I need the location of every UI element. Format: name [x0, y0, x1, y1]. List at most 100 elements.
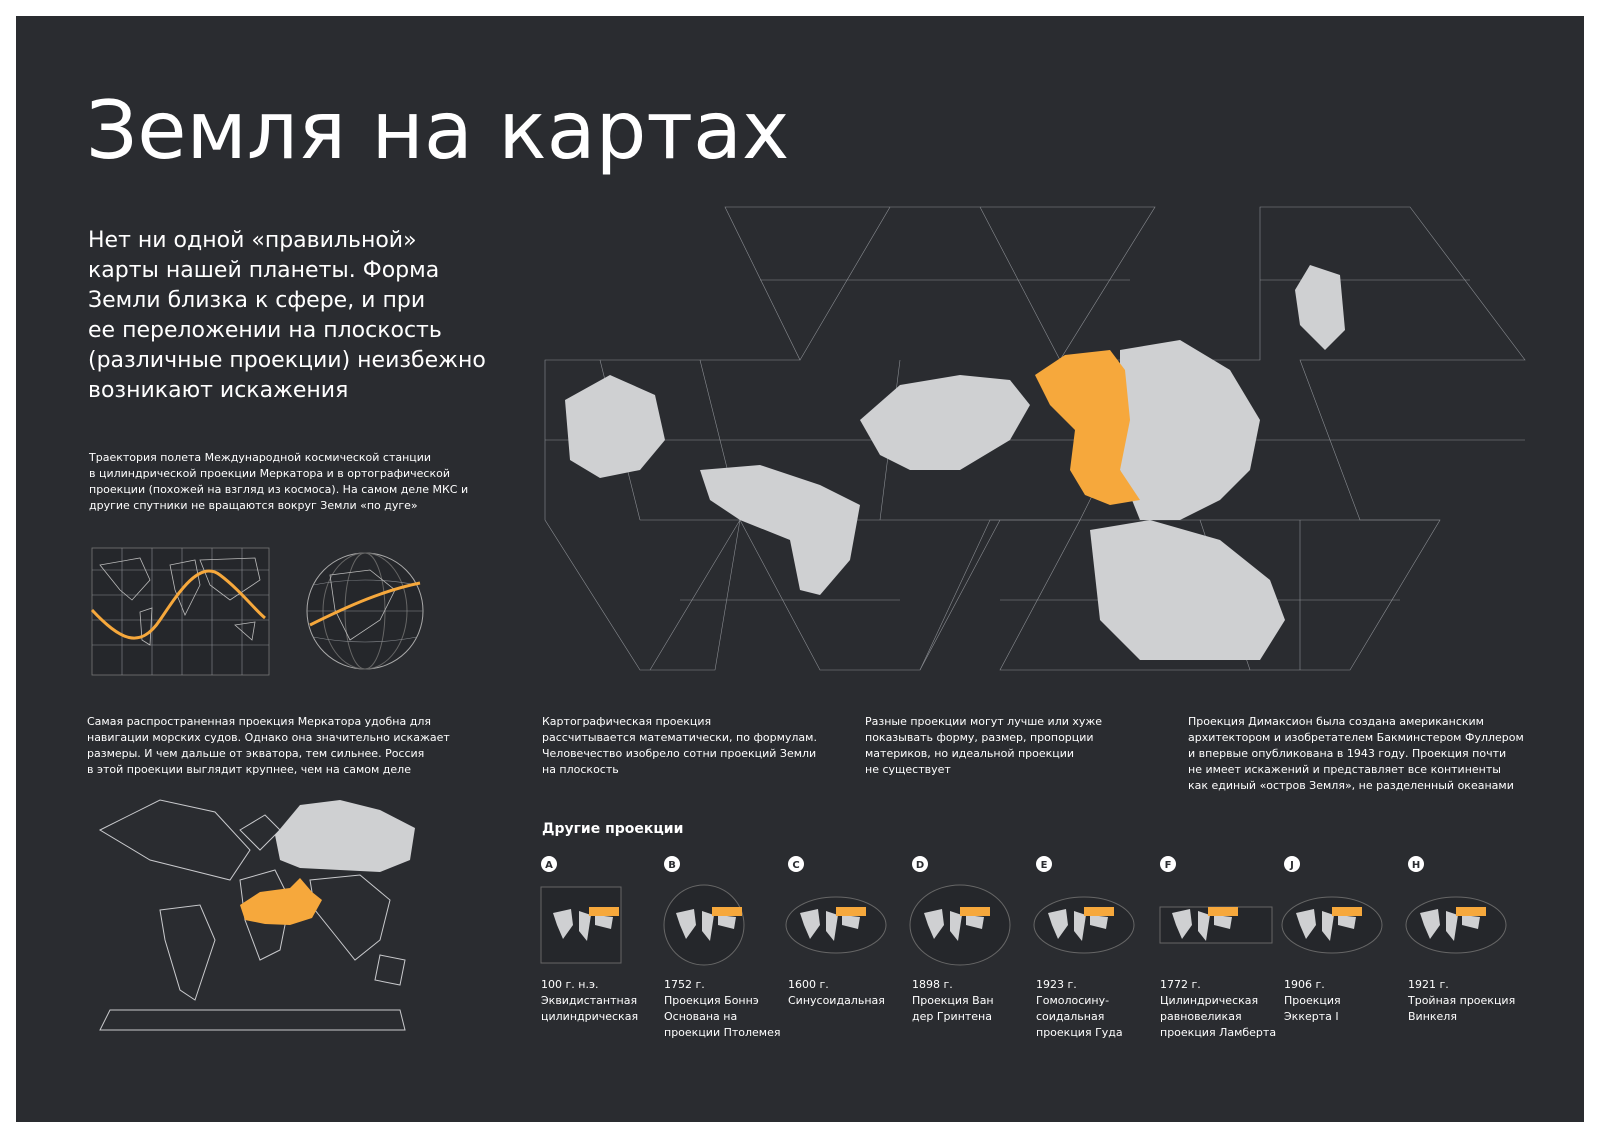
land	[924, 909, 984, 941]
letter: H	[1412, 860, 1420, 871]
projection-year: 100 г. н.э.	[541, 978, 599, 991]
projection-name: Проекция Боннэ	[664, 994, 759, 1007]
projection-thumbnail	[909, 884, 1011, 966]
letter: C	[792, 860, 799, 871]
letter: E	[1041, 860, 1048, 871]
math-note-line: Человечество изобрело сотни проекций Зем…	[542, 747, 816, 760]
land	[1296, 909, 1356, 941]
letter-badge	[1408, 856, 1424, 872]
letter-badge	[664, 856, 680, 872]
land	[1172, 909, 1232, 941]
russia	[1332, 907, 1362, 916]
projection-name: Винкеля	[1408, 1010, 1457, 1023]
projection-year: 1600 г.	[788, 978, 829, 991]
projection-thumbnail	[663, 884, 745, 966]
letter: B	[668, 860, 676, 871]
projection-year: 1906 г.	[1284, 978, 1325, 991]
letter-badge	[1160, 856, 1176, 872]
mercator-note-line: Самая распространенная проекция Меркатор…	[87, 715, 431, 728]
projection-name: Цилиндрическая	[1160, 994, 1258, 1007]
forms-note-line: показывать форму, размер, пропорции	[865, 731, 1094, 744]
projection-name: Синусоидальная	[788, 994, 885, 1007]
projection-year: 1772 г.	[1160, 978, 1201, 991]
letter: A	[545, 860, 553, 871]
projection-thumbnail	[785, 896, 887, 954]
iss-mercator-map	[90, 547, 270, 676]
letter-badge	[1036, 856, 1052, 872]
russia	[1084, 907, 1114, 916]
letter: D	[916, 860, 924, 871]
letter: J	[1289, 860, 1294, 871]
land	[676, 909, 736, 941]
iss-globe	[306, 552, 424, 670]
projection-name: проекции Птолемея	[664, 1026, 781, 1039]
mercator-map	[98, 799, 415, 1031]
russia	[712, 907, 742, 916]
dymaxion-note-line: как единый «остров Земля», не разделенны…	[1188, 779, 1514, 792]
russia	[589, 907, 619, 916]
projection-name: цилиндрическая	[541, 1010, 638, 1023]
dymaxion-note-line: Проекция Димаксион была создана американ…	[1188, 715, 1484, 728]
russia	[836, 907, 866, 916]
projection-thumbnail	[1405, 896, 1507, 954]
projection-name: Основана на	[664, 1010, 737, 1023]
mercator-note-line: в этой проекции выглядит крупнее, чем на…	[87, 763, 411, 776]
dymaxion-note-line: и впервые опубликована в 1943 году. Прое…	[1188, 747, 1506, 760]
iss-note-line: Траектория полета Международной космичес…	[88, 451, 431, 464]
projection-name: Проекция Ван	[912, 994, 994, 1007]
projection-name: Проекция	[1284, 994, 1341, 1007]
iss-note-line: проекции (похожей на взгляд из космоса).…	[89, 483, 468, 496]
intro-line: Земли близка к сфере, и при	[88, 288, 425, 313]
other-projections: A 100 г. н.э. Эквидистантная цилиндрическая…	[540, 856, 1515, 1039]
math-note-line: Картографическая проекция	[542, 715, 711, 728]
projection-year: 1752 г.	[664, 978, 705, 991]
projection-name: проекция Ламберта	[1160, 1026, 1276, 1039]
projection-name: равновеликая	[1160, 1010, 1242, 1023]
letter-badge	[541, 856, 557, 872]
projection-thumbnail	[1159, 906, 1273, 944]
other-projections-heading: Другие проекции	[542, 821, 683, 837]
projection-name: дер Гринтена	[912, 1010, 992, 1023]
projection-thumbnail	[540, 886, 622, 964]
projection-year: 1923 г.	[1036, 978, 1077, 991]
projection-name: Эккерта I	[1284, 1010, 1339, 1023]
intro-line: ее переложении на плоскость	[88, 318, 442, 343]
russia	[1456, 907, 1486, 916]
projection-name: Гомолосину-	[1036, 994, 1109, 1007]
mercator-note-line: навигации морских судов. Однако она знач…	[87, 731, 450, 744]
letter-badge	[1284, 856, 1300, 872]
russia	[1208, 907, 1238, 916]
land	[1420, 909, 1480, 941]
land	[800, 909, 860, 941]
projection-name: проекция Гуда	[1036, 1026, 1123, 1039]
intro-line: Нет ни одной «правильной»	[88, 228, 417, 253]
projection-year: 1898 г.	[912, 978, 953, 991]
intro-line: (различные проекции) неизбежно	[88, 348, 486, 373]
forms-note-line: не существует	[865, 763, 951, 776]
letter: F	[1165, 860, 1172, 871]
dymaxion-map	[544, 206, 1526, 671]
math-note-line: на плоскость	[542, 763, 619, 776]
intro-line: возникают искажения	[88, 378, 348, 403]
forms-note-line: Разные проекции могут лучше или хуже	[865, 715, 1102, 728]
mercator-note-line: размеры. И чем дальше от экватора, тем с…	[87, 747, 424, 760]
projection-year: 1921 г.	[1408, 978, 1449, 991]
dymaxion-note-line: архитектором и изобретателем Бакминстеро…	[1188, 731, 1524, 744]
title: Земля на картах	[86, 84, 789, 177]
projection-name: Тройная проекция	[1407, 994, 1515, 1007]
projection-name: Эквидистантная	[541, 994, 637, 1007]
russia	[960, 907, 990, 916]
iss-note-line: в цилиндрической проекции Меркатора и в …	[89, 467, 450, 480]
forms-note-line: материков, но идеальной проекции	[865, 747, 1074, 760]
land	[553, 909, 613, 941]
intro-line: карты нашей планеты. Форма	[88, 258, 439, 283]
projection-thumbnail	[1033, 896, 1135, 954]
projection-name: соидальная	[1036, 1010, 1104, 1023]
letter-badge	[788, 856, 804, 872]
math-note-line: рассчитывается математически, по формула…	[542, 731, 817, 744]
texts: Нет ни одной «правильной» карты нашей пла…	[87, 228, 1524, 837]
land	[1048, 909, 1108, 941]
projection-thumbnail	[1281, 896, 1383, 954]
dymaxion-note-line: не имеет искажений и представляет все ко…	[1188, 763, 1501, 776]
